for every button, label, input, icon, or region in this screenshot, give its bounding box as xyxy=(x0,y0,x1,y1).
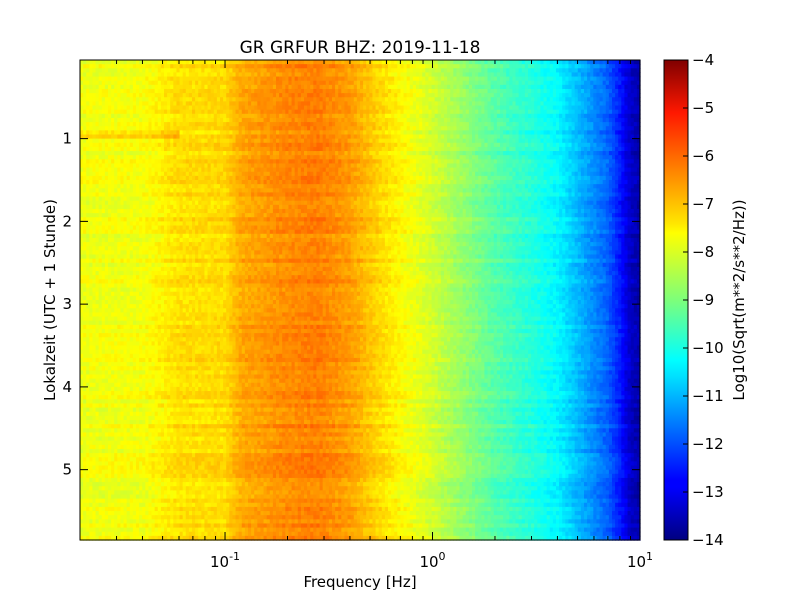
spectrogram-heatmap xyxy=(80,60,641,541)
chart-title: GR GRFUR BHZ: 2019-11-18 xyxy=(240,38,481,58)
